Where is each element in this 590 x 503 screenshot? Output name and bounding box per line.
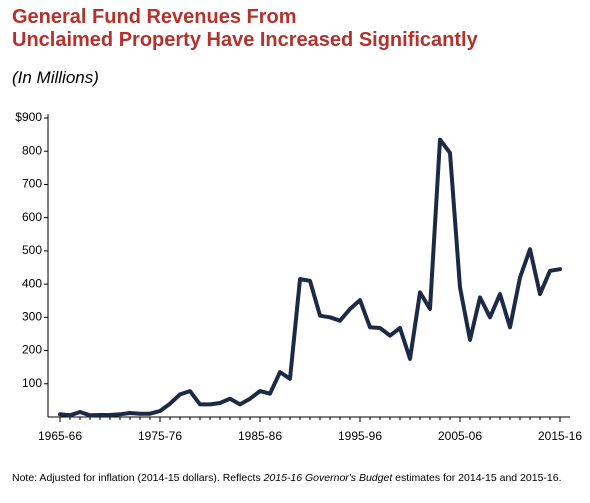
subtitle: (In Millions) [12,68,99,87]
y-tick-label: 800 [22,143,42,157]
y-tick-label: 200 [22,343,42,357]
y-tick-label: 700 [22,177,42,191]
note-text: estimates for 2014-15 and 2015-16. [392,472,562,484]
x-tick-label: 1985-86 [238,429,282,443]
note-italic: 2015-16 Governor's Budget [263,472,393,484]
y-tick-label: $900 [15,110,42,124]
y-tick-label: 300 [22,310,42,324]
title-line: General Fund Revenues From [12,6,297,28]
note-text: Note: Adjusted for inflation (2014-15 do… [12,472,264,484]
data-line [58,137,562,418]
x-tick-label: 1995-96 [338,429,382,443]
x-tick-label: 2015-16 [538,429,582,443]
y-tick-label: 600 [22,210,42,224]
title-line: Unclaimed Property Have Increased Signif… [12,29,478,51]
chart: 100 200 300 400 500 600 700 800 $900 1965-66 1975-… [15,110,582,443]
x-tick-label: 1975-76 [138,429,182,443]
note: Note: Adjusted for inflation (2014-15 do… [12,472,572,485]
x-tick-label: 2005-06 [438,429,482,443]
y-tick-label: 100 [22,376,42,390]
x-tick-label: 1965-66 [38,429,82,443]
y-tick-label: 400 [22,276,42,290]
y-tick-label: 500 [22,243,42,257]
chart-title: General Fund Revenues From Unclaimed Pro… [12,6,478,52]
